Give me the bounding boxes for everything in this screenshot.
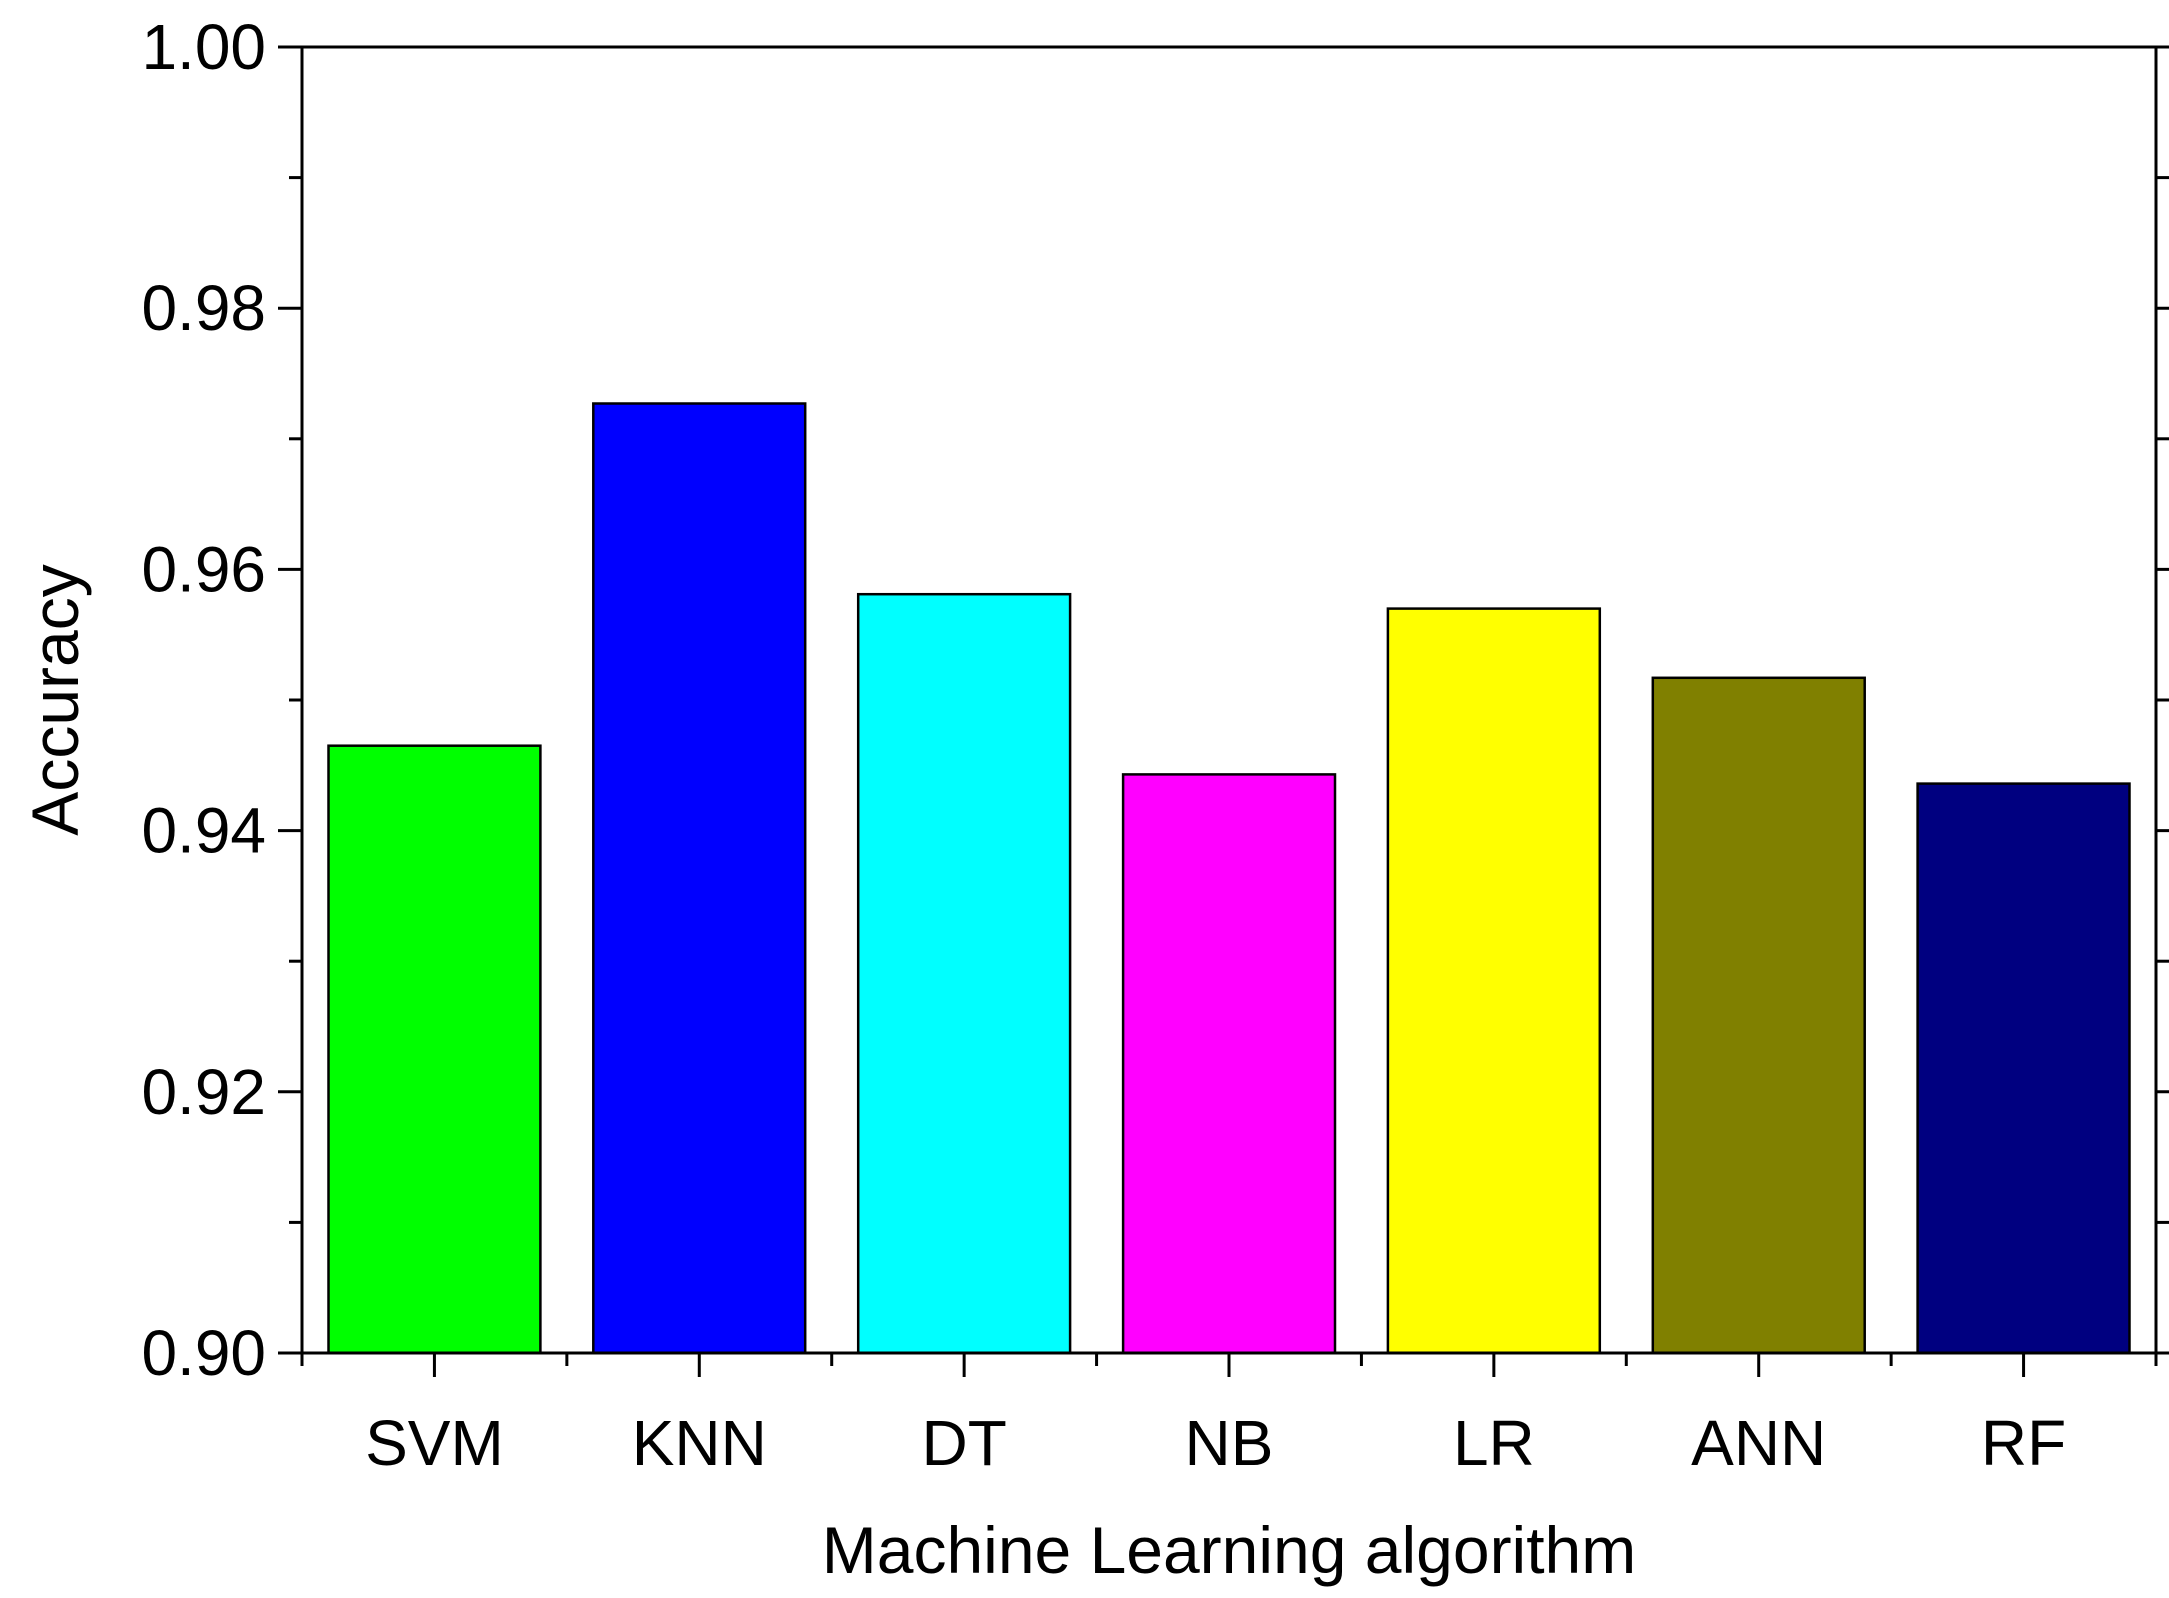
x-tick-label-rf: RF [1981, 1407, 2066, 1479]
y-tick-label: 0.96 [141, 533, 266, 605]
bar-nb [1121, 773, 1337, 1355]
y-tick-label: 1.00 [141, 11, 266, 83]
x-tick-label-svm: SVM [365, 1407, 504, 1479]
x-tick-label-knn: KNN [632, 1407, 767, 1479]
x-axis-title: Machine Learning algorithm [822, 1513, 1636, 1587]
y-tick-label: 0.92 [141, 1056, 266, 1128]
bar-ann [1651, 676, 1866, 1355]
x-tick-label-ann: ANN [1691, 1407, 1826, 1479]
y-axis-title: Accuracy [18, 564, 92, 835]
x-tick-label-lr: LR [1453, 1407, 1535, 1479]
bar-lr [1386, 607, 1602, 1355]
x-ticks-group: SVM KNN DT NB LR ANN RF [300, 1353, 2158, 1479]
y-tick-label: 0.94 [141, 795, 266, 867]
y-tick-label: 0.90 [141, 1317, 266, 1389]
x-tick-label-nb: NB [1185, 1407, 1274, 1479]
bar-knn [592, 402, 807, 1355]
y-ticks-group: 0.90 0.92 0.94 0.96 0.98 1.00 [141, 11, 2169, 1389]
x-tick-label-dt: DT [921, 1407, 1006, 1479]
y-tick-label: 0.98 [141, 272, 266, 344]
bars-group [327, 402, 2131, 1355]
bar-rf [1916, 782, 2131, 1355]
bar-dt [856, 592, 1072, 1355]
bar-svm [327, 744, 542, 1355]
